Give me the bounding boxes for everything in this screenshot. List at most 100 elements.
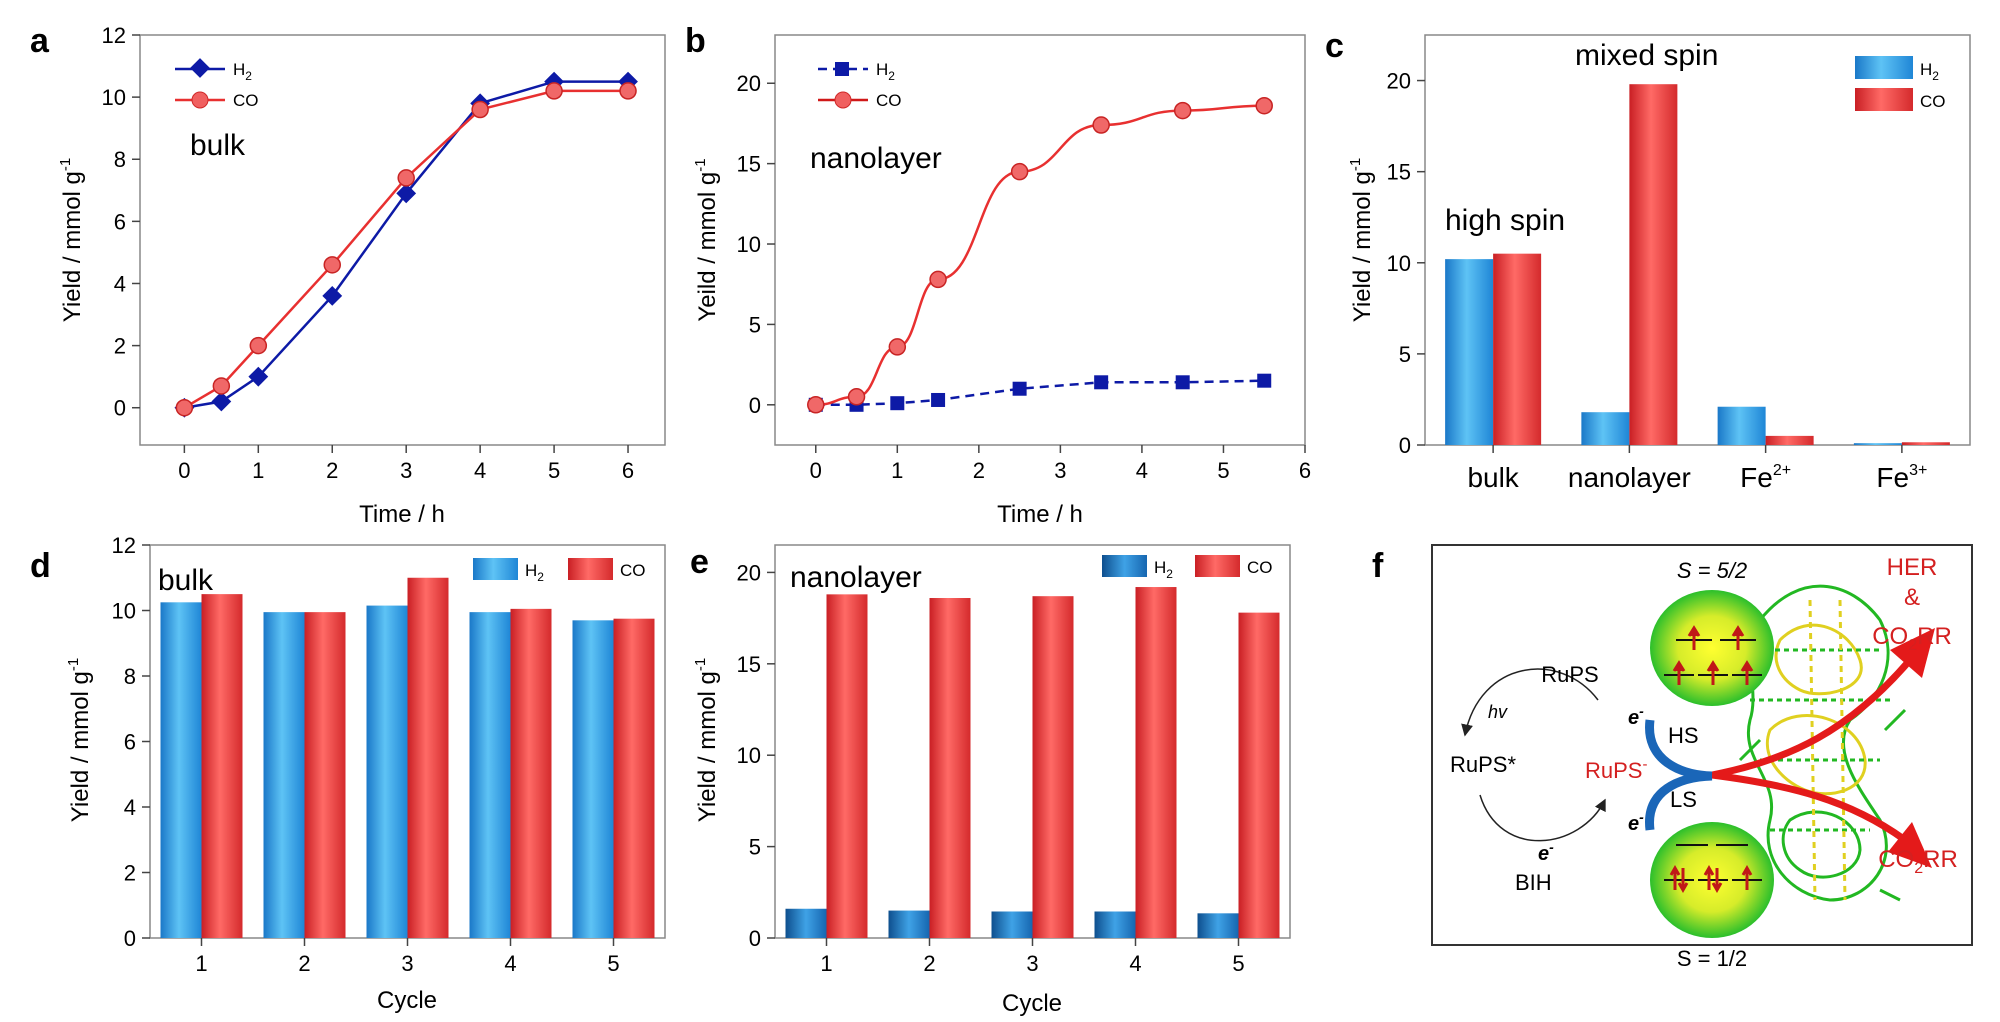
spin-up-arrows [1672,625,1754,685]
data-point-h2 [322,286,343,306]
data-point-co [175,398,194,417]
legend-marker-co [834,91,852,109]
legend-label-h2: H2 [525,561,544,584]
plot-frame-c [1424,34,1971,446]
y-tick-label: 2 [124,861,136,886]
y-tick-label: 10 [737,743,761,768]
y-tick-label: 8 [114,147,126,172]
data-point-co [888,338,907,356]
her-arrow-shaft [1711,657,1913,779]
legend-label-h2: H2 [233,60,252,83]
bar-h2-4 [1094,911,1136,938]
y-tick-label: 15 [737,652,761,677]
legend-marker-h2 [835,62,849,76]
cycle-arrow-lower [1479,794,1606,842]
y-tick-label: 0 [749,926,761,951]
data-point-co [249,336,268,355]
x-tick-label: nanolayer [1568,462,1691,493]
y-tick-label: 4 [124,795,136,820]
legend-swatch-co [568,558,613,580]
data-point-co [1173,101,1192,120]
data-point-h2 [1012,381,1027,396]
bar-co-4 [510,608,552,938]
y-tick-label: 20 [737,71,761,96]
series-line-h2 [815,379,1265,407]
hv-label: hv [1488,702,1508,722]
y-tick-label: 10 [112,599,136,624]
x-tick-label: 4 [1129,951,1141,976]
bar-co-4 [1135,587,1177,938]
bar-h2-1 [160,602,202,938]
y-tick-label: 15 [1387,160,1411,185]
data-point-co [471,100,489,119]
bar-co-1 [826,594,868,938]
hs-label: HS [1668,723,1699,748]
data-point-co [1092,116,1110,134]
y-axis-title-b: Yeild / mmol g-1 [692,158,721,321]
data-point-h2 [1175,375,1190,390]
panel-b: b 0 5 10 15 20 0 1 2 3 4 5 6 H2 CO nanolayer Time /… [685,22,1311,528]
x-tick-label: 2 [923,951,935,976]
panel-letter-b: b [685,22,706,60]
y-tick-label: 12 [102,23,126,48]
x-tick-label: 5 [1217,458,1229,483]
x-tick-label: 0 [178,458,190,483]
bar-h2-2 [1581,412,1630,445]
bar-co-1 [1493,253,1542,445]
y-tick-label: 6 [124,730,136,755]
her-arrow-head [1890,628,1935,678]
panel-letter-c: c [1325,27,1344,65]
y-tick-label: 6 [114,209,126,234]
legend-label-co: CO [1247,558,1273,577]
x-tick-label: 1 [195,951,207,976]
legend-b: H2 CO [818,60,902,110]
bar-h2-1 [785,908,827,938]
data-point-h2 [396,183,417,204]
data-point-co [847,388,866,406]
series-line-co [815,104,1265,407]
bih-label: BIH [1515,870,1552,895]
legend-d: H2 CO [473,558,646,584]
panel-letter-d: d [30,547,51,585]
plot-frame-b [774,34,1306,446]
series-line-h2 [184,80,629,409]
bar-co-1 [201,594,243,938]
data-point-co [397,169,415,187]
bar-h2-2 [263,612,305,938]
data-point-h2 [931,392,946,407]
bar-co-2 [929,598,971,938]
bar-h2-3 [366,605,408,938]
panel-letter-e: e [690,543,709,581]
co2rr-arrow-head [1888,822,1932,868]
y-tick-label: 20 [737,560,761,585]
series-line-co [183,89,629,409]
x-tick-label: 1 [891,458,903,483]
y-tick-label: 0 [749,393,761,418]
data-point-co [1255,96,1273,115]
y-tick-label: 8 [124,664,136,689]
co2rr-arrow-shaft [1711,771,1908,843]
bar-co-2 [304,612,346,938]
x-tick-label: 1 [820,951,832,976]
y-tick-label: 4 [114,271,126,296]
legend-marker-co [191,91,209,109]
x-tick-label: 5 [548,458,560,483]
bar-co-3 [407,577,449,938]
her-label: HER [1887,554,1938,581]
legend-label-h2: H2 [876,60,895,83]
y-tick-label: 0 [124,926,136,951]
legend-label-h2: H2 [1154,558,1173,581]
low-spin-label: S = 1/2 [1677,946,1747,971]
bar-co-3 [1765,435,1814,445]
bar-h2-2 [888,910,930,938]
ampersand-label: & [1904,584,1920,611]
y-tick-label: 2 [114,334,126,359]
x-tick-label: 6 [1299,458,1311,483]
data-point-co [212,377,231,395]
x-tick-label: 5 [607,951,619,976]
panel-a-label: bulk [190,129,246,162]
panel-d-label: bulk [158,564,214,597]
legend-swatch-h2 [1102,555,1147,577]
y-tick-label: 0 [114,396,126,421]
